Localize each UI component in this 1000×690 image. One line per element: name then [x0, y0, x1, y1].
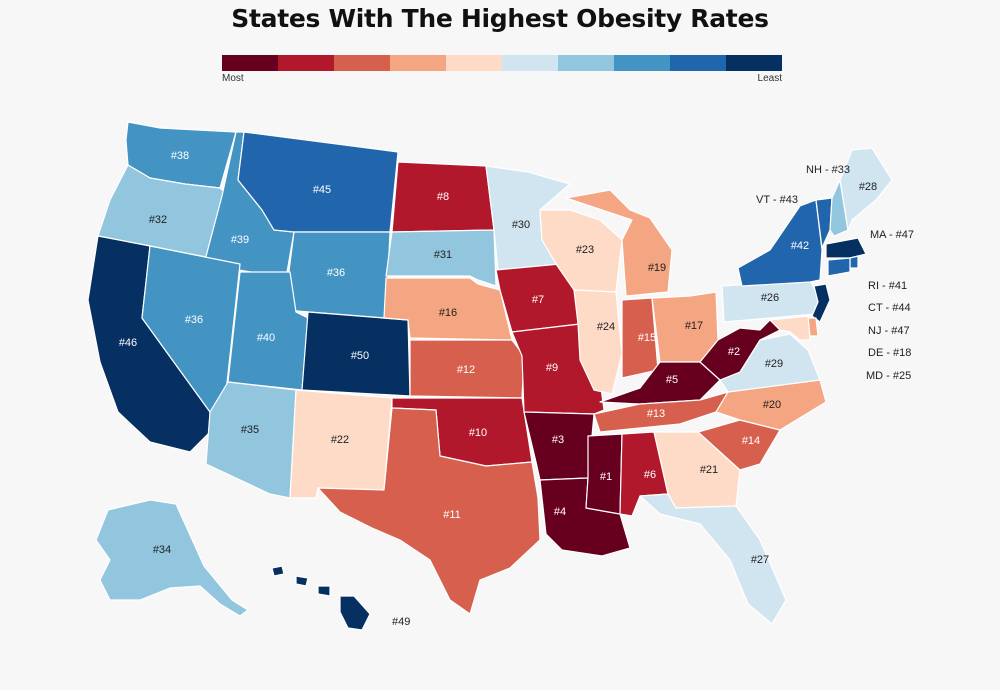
state-label-hi: #49: [392, 616, 410, 628]
state-label-nc: #20: [763, 399, 781, 411]
state-label-md: MD - #25: [866, 370, 911, 382]
legend-swatch-9: [670, 55, 726, 71]
state-label-nd: #8: [437, 191, 449, 203]
state-label-mi: #19: [648, 262, 666, 274]
state-label-id: #39: [231, 234, 249, 246]
map-title: States With The Highest Obesity Rates: [231, 4, 769, 33]
color-legend: [222, 55, 782, 71]
state-label-wy: #36: [327, 267, 345, 279]
labels-layer: #38 #32 #46 #39 #36 #45 #36 #40 #50 #35 #22 #8 #31 #1…: [119, 150, 914, 628]
state-label-in: #15: [638, 332, 656, 344]
legend-swatch-6: [502, 55, 558, 71]
legend-least-label: Least: [757, 73, 782, 84]
state-label-pa: #26: [761, 292, 779, 304]
legend-swatch-7: [558, 55, 614, 71]
state-label-nm: #22: [331, 434, 349, 446]
state-label-fl: #27: [751, 554, 769, 566]
state-label-al: #6: [644, 469, 656, 481]
legend-swatch-10: [726, 55, 782, 71]
states-layer: [87, 121, 893, 631]
legend-swatch-5: [446, 55, 502, 71]
legend-swatch-3: [334, 55, 390, 71]
legend-swatch-2: [278, 55, 334, 71]
state-ct[interactable]: [827, 257, 851, 277]
legend-swatch-4: [390, 55, 446, 71]
state-label-il: #24: [597, 321, 615, 333]
state-label-mt: #45: [313, 184, 331, 196]
state-ak[interactable]: [95, 499, 249, 617]
state-label-oh: #17: [685, 320, 703, 332]
state-label-ut: #40: [257, 332, 275, 344]
state-label-ia: #7: [532, 294, 544, 306]
state-label-wa: #38: [171, 150, 189, 162]
state-label-or: #32: [149, 214, 167, 226]
state-label-wi: #23: [576, 244, 594, 256]
state-label-mn: #30: [512, 219, 530, 231]
state-label-ks: #12: [457, 364, 475, 376]
state-ma[interactable]: [825, 237, 867, 259]
state-label-mo: #9: [546, 362, 558, 374]
state-label-de: DE - #18: [868, 347, 911, 359]
state-label-nv: #36: [185, 314, 203, 326]
state-label-ri: RI - #41: [868, 280, 907, 292]
state-az[interactable]: [205, 381, 297, 499]
state-label-ms: #1: [600, 471, 612, 483]
state-label-tn: #13: [647, 408, 665, 420]
state-label-ga: #21: [700, 464, 718, 476]
state-label-nh: NH - #33: [806, 164, 850, 176]
state-label-az: #35: [241, 424, 259, 436]
legend-most-label: Most: [222, 73, 244, 84]
state-label-la: #4: [554, 506, 566, 518]
state-label-ny: #42: [791, 240, 809, 252]
state-label-ct: CT - #44: [868, 302, 911, 314]
state-me[interactable]: [839, 147, 893, 231]
state-nj[interactable]: [811, 283, 831, 323]
state-label-nj: NJ - #47: [868, 325, 910, 337]
state-label-ky: #5: [666, 374, 678, 386]
state-md[interactable]: [769, 315, 811, 341]
state-label-va: #29: [765, 358, 783, 370]
legend-swatch-1: [222, 55, 278, 71]
state-label-ne: #16: [439, 307, 457, 319]
state-label-sd: #31: [434, 249, 452, 261]
state-il[interactable]: [573, 289, 623, 395]
state-sc[interactable]: [697, 419, 781, 471]
state-label-ak: #34: [153, 544, 171, 556]
state-mi[interactable]: [565, 189, 673, 297]
state-ri[interactable]: [849, 255, 859, 269]
state-label-co: #50: [351, 350, 369, 362]
state-label-me: #28: [859, 181, 877, 193]
state-label-vt: VT - #43: [756, 194, 798, 206]
state-label-tx: #11: [443, 509, 461, 521]
state-hi[interactable]: [271, 565, 371, 631]
state-label-sc: #14: [742, 435, 760, 447]
state-label-ar: #3: [552, 434, 564, 446]
state-label-wv: #2: [728, 346, 740, 358]
state-label-ca: #46: [119, 337, 137, 349]
state-label-ok: #10: [469, 427, 487, 439]
state-tx[interactable]: [317, 407, 541, 615]
state-mt[interactable]: [237, 131, 399, 233]
state-nh[interactable]: [829, 179, 849, 237]
state-fl[interactable]: [639, 493, 787, 625]
state-label-ma: MA - #47: [870, 229, 914, 241]
legend-swatch-8: [614, 55, 670, 71]
state-ar[interactable]: [523, 411, 595, 481]
state-ms[interactable]: [585, 433, 623, 515]
state-ny[interactable]: [737, 199, 823, 287]
